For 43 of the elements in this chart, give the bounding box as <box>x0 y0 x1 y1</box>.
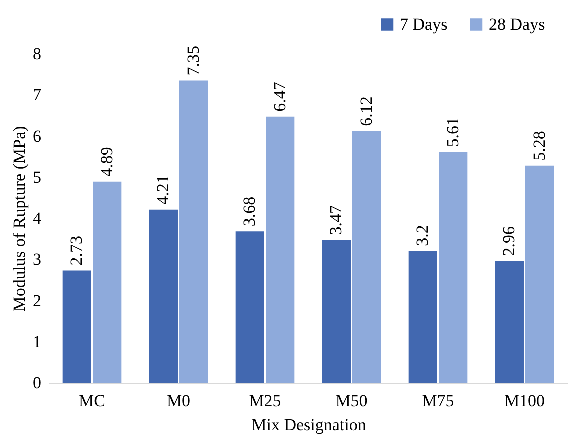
data-label: 4.89 <box>97 147 116 177</box>
y-tick-label: 3 <box>33 250 42 270</box>
y-tick-label: 2 <box>33 291 42 310</box>
x-tick-label: M75 <box>422 392 454 410</box>
bar <box>322 240 351 383</box>
x-tick-label: M0 <box>166 392 191 410</box>
y-tick-label: 7 <box>33 86 42 105</box>
x-tick-label: M25 <box>249 392 282 410</box>
bar <box>93 182 122 383</box>
x-tick-label: M50 <box>336 392 368 410</box>
y-tick-label: 1 <box>33 332 42 352</box>
bar <box>266 116 295 383</box>
bar <box>408 251 438 383</box>
y-tick-label: 5 <box>33 168 42 187</box>
x-tick-label: M100 <box>504 392 546 410</box>
bar <box>236 232 264 383</box>
bar <box>149 210 178 383</box>
data-label: 6.47 <box>270 82 290 112</box>
y-tick-label: 0 <box>33 374 42 392</box>
data-label: 4.21 <box>154 175 173 205</box>
y-tick-label: 6 <box>33 126 42 146</box>
data-label: 2.96 <box>500 226 519 256</box>
data-label: 3.47 <box>326 205 346 236</box>
data-label: 5.28 <box>530 131 549 161</box>
data-label: 3.2 <box>413 225 432 246</box>
data-label: 3.68 <box>240 196 260 227</box>
data-label: 5.61 <box>443 118 462 148</box>
x-tick-label: MC <box>79 392 106 410</box>
legend-label: 28 Days <box>489 14 546 34</box>
bar <box>180 80 208 383</box>
bar <box>495 261 524 383</box>
bar <box>439 152 468 383</box>
y-axis-title: Modulus of Rupture (MPa) <box>10 126 29 312</box>
data-label: 6.12 <box>356 96 376 126</box>
data-label: 2.73 <box>67 236 86 266</box>
x-axis-title: Mix Designation <box>252 416 367 434</box>
bar <box>62 270 92 383</box>
y-tick-label: 4 <box>33 209 42 228</box>
bar <box>352 131 382 383</box>
data-label: 7.35 <box>184 46 203 76</box>
legend-label: 7 Days <box>400 14 448 34</box>
bar <box>526 166 554 383</box>
y-tick-label: 8 <box>33 44 42 64</box>
